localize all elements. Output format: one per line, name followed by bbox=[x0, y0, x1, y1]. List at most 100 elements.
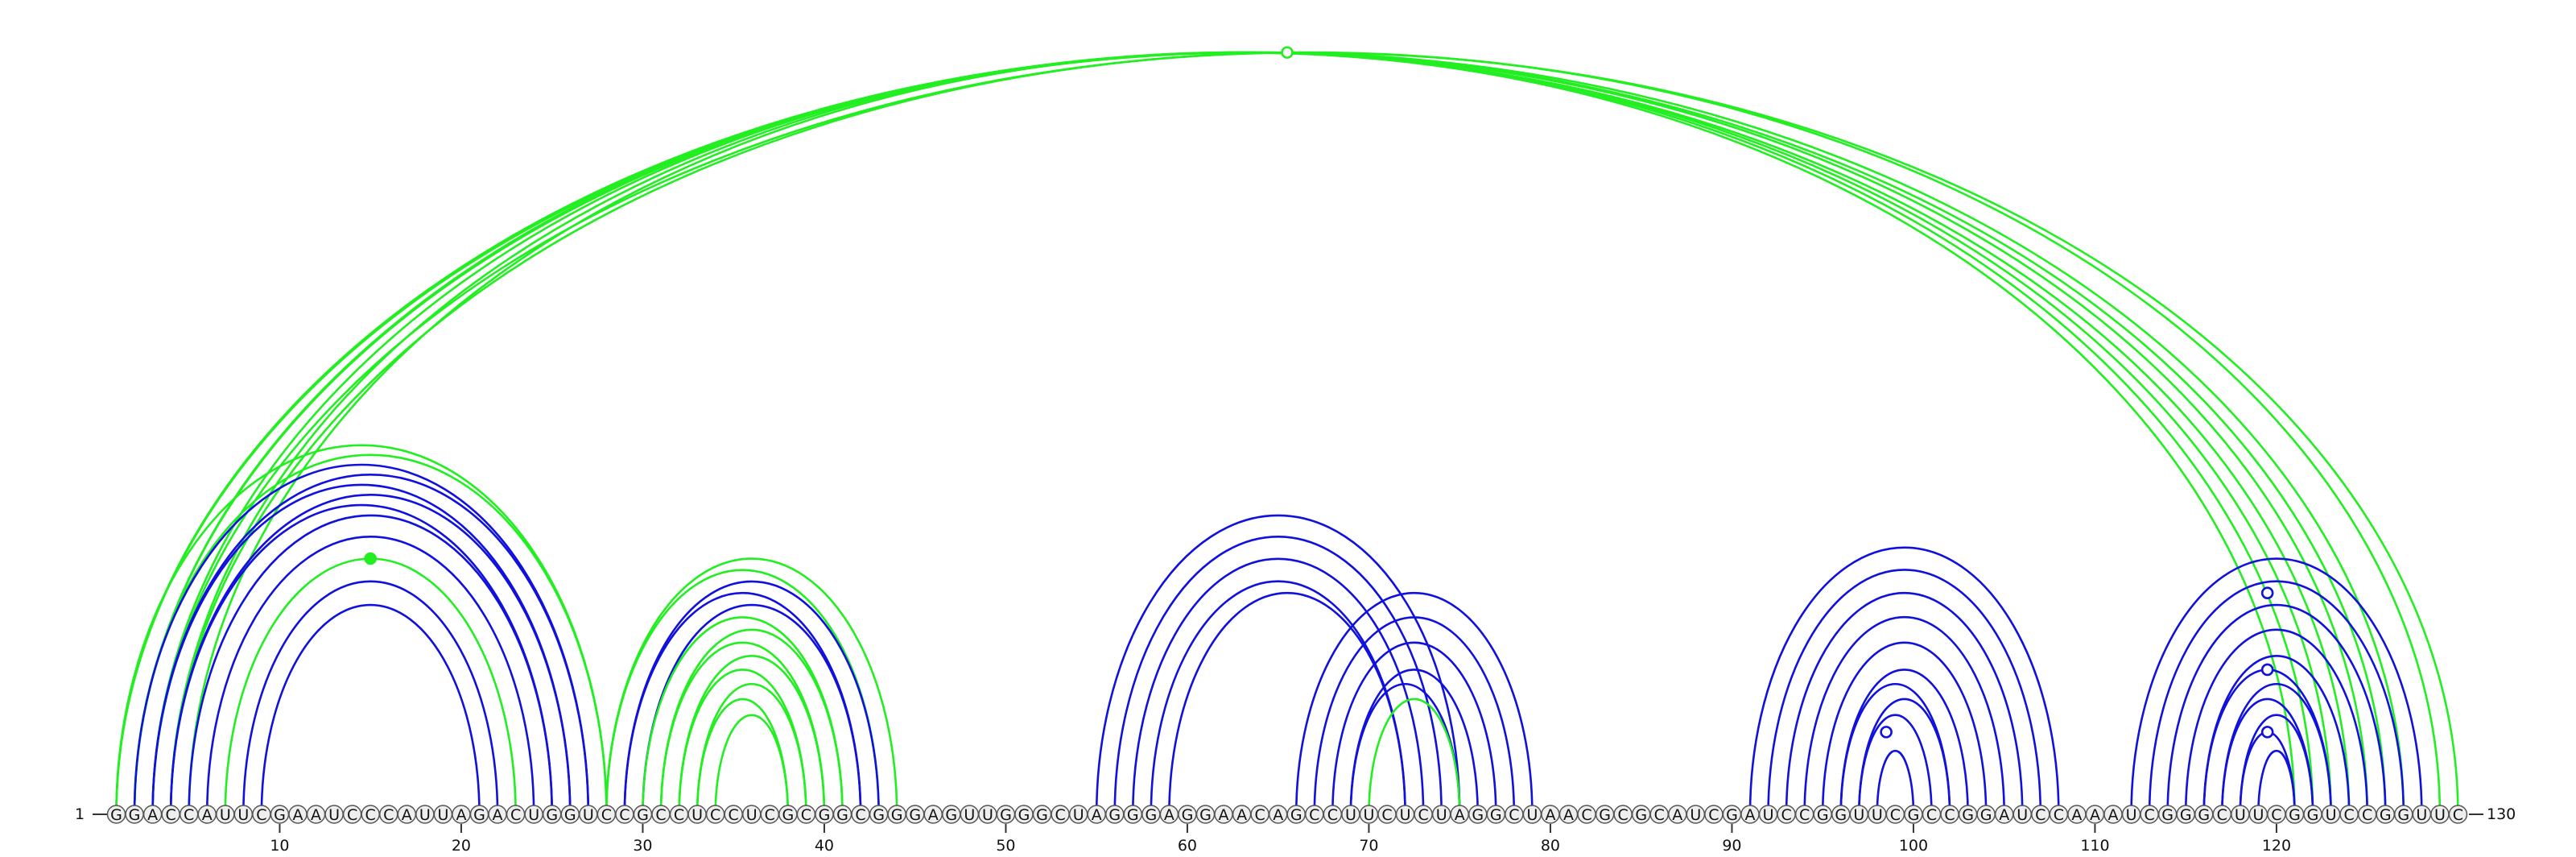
nucleotide-letter: A bbox=[456, 806, 466, 824]
nucleotide: C bbox=[2267, 805, 2286, 824]
nucleotide-letter: G bbox=[1726, 806, 1738, 824]
nucleotide: G bbox=[1141, 805, 1161, 824]
nucleotide-letter: C bbox=[347, 806, 357, 824]
nucleotide-letter: G bbox=[1635, 806, 1647, 824]
nucleotide: A bbox=[397, 805, 417, 824]
base-pair-arc bbox=[1858, 698, 1951, 815]
arc-marker bbox=[2260, 586, 2274, 600]
nucleotide-letter: U bbox=[1363, 806, 1374, 824]
nucleotide: G bbox=[2285, 805, 2305, 824]
nucleotide: C bbox=[179, 805, 199, 824]
nucleotide-letter: G bbox=[945, 806, 957, 824]
tick-label: 60 bbox=[1178, 837, 1197, 855]
nucleotide-letter: G bbox=[1908, 806, 1920, 824]
nucleotide-letter: C bbox=[619, 806, 630, 824]
nucleotide-letter: G bbox=[473, 806, 485, 824]
base-pair-arc bbox=[1748, 546, 2060, 815]
nucleotide-letter: U bbox=[2235, 806, 2246, 824]
nucleotide-letter: G bbox=[819, 806, 831, 824]
nucleotide: U bbox=[1068, 805, 1088, 824]
tick-label: 50 bbox=[996, 837, 1015, 855]
nucleotide: A bbox=[1740, 805, 1760, 824]
nucleotide-letter: G bbox=[2397, 806, 2409, 824]
nucleotide-letter: C bbox=[1309, 806, 1319, 824]
nucleotide: C bbox=[1613, 805, 1633, 824]
base-pair-arc bbox=[2239, 714, 2314, 815]
base-pair-arc bbox=[1858, 714, 1933, 815]
nucleotide: C bbox=[2212, 805, 2232, 824]
base-pair-arc bbox=[696, 698, 790, 815]
nucleotide: U bbox=[1686, 805, 1706, 824]
nucleotide-letter: C bbox=[1926, 806, 1937, 824]
base-pair-arc bbox=[1132, 557, 1425, 815]
nucleotide-letter: C bbox=[855, 806, 865, 824]
nucleotide-letter: C bbox=[601, 806, 612, 824]
nucleotide-letter: C bbox=[1944, 806, 1955, 824]
base-pair-arc bbox=[169, 51, 2314, 815]
nucleotide-letter: C bbox=[510, 806, 521, 824]
nucleotide: U bbox=[2430, 805, 2450, 824]
base-pair-arc bbox=[2221, 682, 2332, 815]
nucleotide-letter: C bbox=[2217, 806, 2227, 824]
nucleotide-letter: A bbox=[147, 806, 158, 824]
nucleotide-letter: C bbox=[1708, 806, 1719, 824]
nucleotide: G bbox=[1813, 805, 1832, 824]
arc-markers bbox=[364, 46, 2274, 739]
nucleotide: G bbox=[996, 805, 1016, 824]
nucleotide: G bbox=[125, 805, 144, 824]
base-pair-arc bbox=[2130, 557, 2423, 815]
base-pair-arc bbox=[1821, 641, 1988, 815]
nucleotide-letter: G bbox=[546, 806, 558, 824]
nucleotide-letter: C bbox=[729, 806, 739, 824]
nucleotide-letter: A bbox=[493, 806, 503, 824]
nucleotide-letter: C bbox=[655, 806, 666, 824]
base-pair-arc bbox=[169, 493, 572, 815]
nucleotide-letter: U bbox=[1853, 806, 1864, 824]
nucleotide-letter: C bbox=[801, 806, 811, 824]
nucleotide: A bbox=[1159, 805, 1179, 824]
nucleotide: C bbox=[1940, 805, 1959, 824]
nucleotide: G bbox=[1178, 805, 1197, 824]
nucleotide: G bbox=[1032, 805, 1052, 824]
nucleotide: G bbox=[1105, 805, 1125, 824]
nucleotide-letter: G bbox=[1835, 806, 1847, 824]
nucleotide-letter: C bbox=[1381, 806, 1392, 824]
nucleotide: G bbox=[832, 805, 852, 824]
nucleotide: U bbox=[1431, 805, 1451, 824]
nucleotide: G bbox=[1958, 805, 1978, 824]
nucleotide: A bbox=[452, 805, 471, 824]
nucleotide: U bbox=[2321, 805, 2341, 824]
nucleotide-letter: C bbox=[2271, 806, 2281, 824]
nucleotide-letter: G bbox=[1199, 806, 1212, 824]
nucleotide-letter: U bbox=[2017, 806, 2028, 824]
nucleotide: G bbox=[1486, 805, 1506, 824]
nucleotide: U bbox=[742, 805, 762, 824]
nucleotide-letter: G bbox=[1145, 806, 1157, 824]
nucleotide-letter: U bbox=[419, 806, 431, 824]
nucleotide-letter: A bbox=[2108, 806, 2119, 824]
nucleotide: U bbox=[216, 805, 235, 824]
nucleotide-letter: G bbox=[891, 806, 903, 824]
nucleotide: A bbox=[1558, 805, 1579, 824]
nucleotide: U bbox=[1522, 805, 1542, 824]
tick-label: 110 bbox=[2080, 837, 2109, 855]
nucleotide-letter: U bbox=[220, 806, 231, 824]
nucleotide-letter: C bbox=[1654, 806, 1665, 824]
base-pair-arc bbox=[1368, 698, 1461, 815]
nucleotide-letter: C bbox=[710, 806, 720, 824]
nucleotide: U bbox=[960, 805, 980, 824]
nucleotide: C bbox=[2031, 805, 2050, 824]
start-index-label: 1 bbox=[75, 805, 85, 823]
nucleotide-letter: C bbox=[166, 806, 176, 824]
arc-marker bbox=[1880, 726, 1893, 739]
nucleotide: C bbox=[2140, 805, 2159, 824]
nucleotide-letter: U bbox=[2326, 806, 2337, 824]
base-pair-arc bbox=[2148, 580, 2405, 815]
nucleotide-letter: U bbox=[1436, 806, 1447, 824]
base-pair-arc bbox=[1113, 536, 1443, 815]
nucleotide: U bbox=[2248, 805, 2268, 824]
base-pair-arc bbox=[2239, 731, 2296, 815]
nucleotide-letter: G bbox=[2289, 806, 2301, 824]
nucleotide-letter: C bbox=[1055, 806, 1065, 824]
